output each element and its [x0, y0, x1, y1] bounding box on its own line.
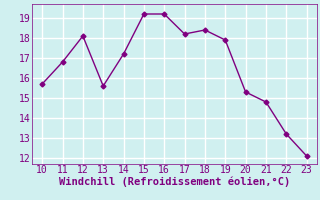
X-axis label: Windchill (Refroidissement éolien,°C): Windchill (Refroidissement éolien,°C) — [59, 177, 290, 187]
